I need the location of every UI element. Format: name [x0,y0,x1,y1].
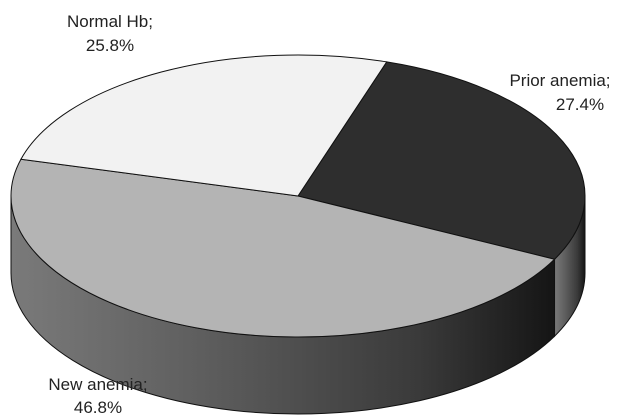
slice-percent-normal-hb: 25.8% [86,36,134,55]
pie-slice-normal-hb [20,54,388,197]
pie-labels-group: Normal Hb; 25.8% Prior anemia; 27.4% New… [48,12,610,417]
slice-label-prior-anemia: Prior anemia; [509,71,610,90]
slice-label-normal-hb: Normal Hb; [67,12,153,31]
slice-label-new-anemia: New anemia; [48,375,147,394]
pie-slice-new-anemia [10,158,556,338]
pie-slice-prior-anemia [297,61,586,260]
slice-percent-new-anemia: 46.8% [74,398,122,417]
pie-top-group [10,54,586,338]
slice-percent-prior-anemia: 27.4% [556,95,604,114]
